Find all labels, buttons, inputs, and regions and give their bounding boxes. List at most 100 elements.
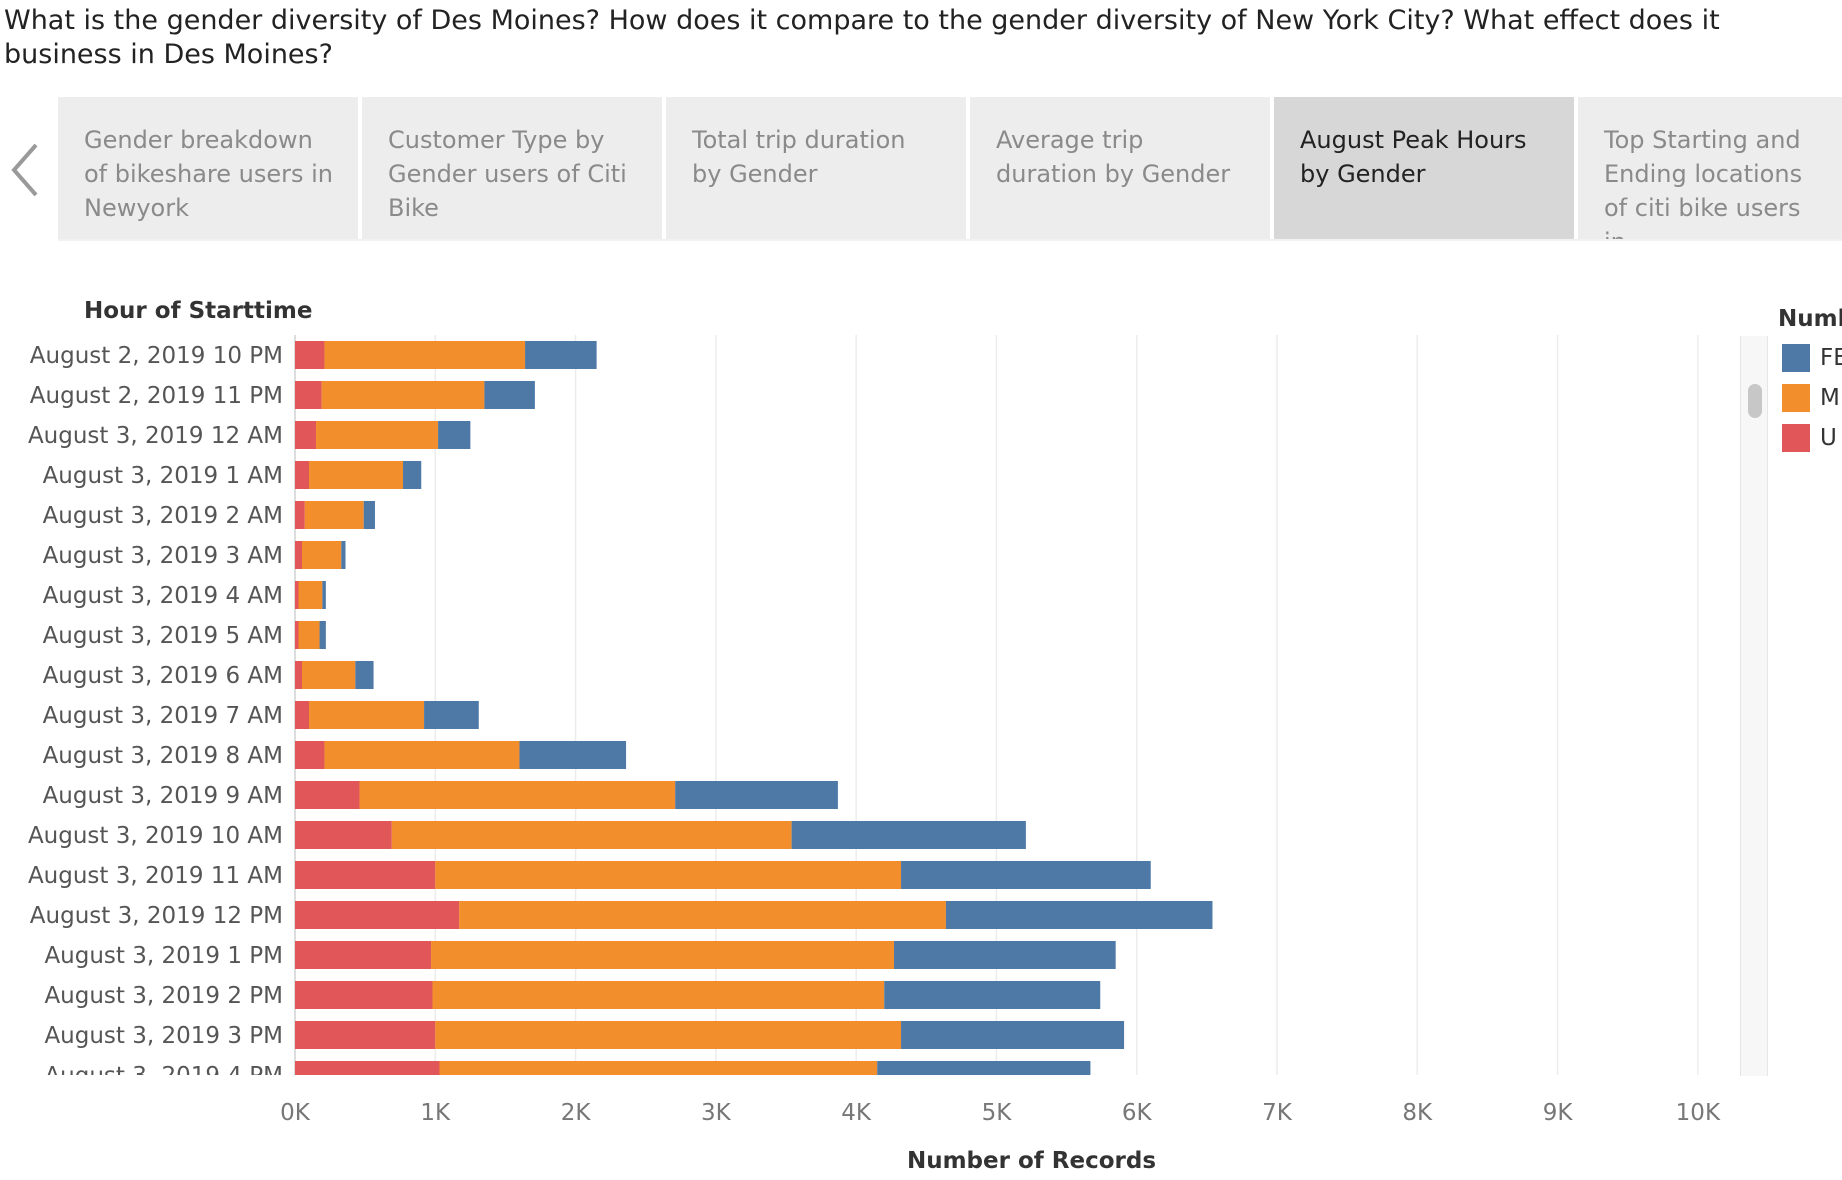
bar-segment-m[interactable]: [391, 821, 792, 849]
x-tick-label: 2K: [561, 1100, 592, 1126]
bar-segment-fe[interactable]: [877, 1061, 1091, 1089]
bar-segment-u[interactable]: [295, 341, 325, 369]
tab-total-trip-duration[interactable]: Total trip duration by Gender: [666, 97, 966, 239]
x-tick-label: 1K: [420, 1100, 451, 1126]
bar-segment-fe[interactable]: [945, 901, 1213, 929]
bar-segment-m[interactable]: [298, 621, 320, 649]
bar-segment-u[interactable]: [295, 461, 310, 489]
bar-segment-fe[interactable]: [319, 621, 326, 649]
bar-segment-u[interactable]: [295, 381, 322, 409]
bar-segment-m[interactable]: [324, 341, 526, 369]
row-label: August 3, 2019 8 AM: [43, 743, 283, 769]
bar-segment-fe[interactable]: [791, 821, 1026, 849]
bar-segment-u[interactable]: [295, 821, 392, 849]
row-label: August 3, 2019 1 AM: [43, 463, 283, 489]
bar-segment-m[interactable]: [321, 381, 485, 409]
x-axis-title: Number of Records: [907, 1148, 1156, 1174]
legend-item-fe[interactable]: FE: [1782, 344, 1842, 372]
x-tick-label: 8K: [1402, 1100, 1433, 1126]
legend-swatch-fe: [1782, 344, 1810, 372]
bar-segment-m[interactable]: [435, 861, 902, 889]
bar-segment-m[interactable]: [316, 421, 439, 449]
x-tick-label: 7K: [1262, 1100, 1293, 1126]
bar-segment-fe[interactable]: [901, 1021, 1125, 1049]
x-tick-label: 4K: [841, 1100, 872, 1126]
row-label: August 3, 2019 11 AM: [28, 863, 283, 889]
legend-scrollbar[interactable]: [1740, 336, 1768, 1076]
legend-label-m: M: [1820, 385, 1840, 411]
row-label: August 3, 2019 6 AM: [43, 663, 283, 689]
peak-hours-bar-chart: 0K 1K 2K 3K 4K 5K 6K 7K 8K 9K 10K Number of Records…: [28, 298, 1721, 1174]
legend-swatch-u: [1782, 424, 1810, 452]
bar-segment-m[interactable]: [359, 781, 676, 809]
bar-segment-u[interactable]: [295, 1061, 440, 1089]
bar-segment-m[interactable]: [431, 941, 895, 969]
bar-segment-m[interactable]: [304, 501, 364, 529]
x-tick-label: 3K: [701, 1100, 732, 1126]
row-label: August 3, 2019 2 AM: [43, 503, 283, 529]
bar-segment-fe[interactable]: [424, 701, 479, 729]
tab-top-locations[interactable]: Top Starting and Ending locations of cit…: [1578, 97, 1842, 239]
tab-customer-type[interactable]: Customer Type by Gender users of Citi Bi…: [362, 97, 662, 239]
bar-segment-m[interactable]: [309, 461, 404, 489]
bar-segment-m[interactable]: [302, 541, 342, 569]
bar-segment-u[interactable]: [295, 741, 325, 769]
bar-segment-m[interactable]: [309, 701, 425, 729]
bar-segment-u[interactable]: [295, 661, 303, 689]
bar-segment-m[interactable]: [302, 661, 356, 689]
bar-segment-fe[interactable]: [403, 461, 422, 489]
legend-label-fe: FE: [1820, 345, 1842, 371]
row-label: August 3, 2019 10 AM: [28, 823, 283, 849]
legend-scrollbar-thumb[interactable]: [1748, 384, 1762, 418]
page-question: What is the gender diversity of Des Moin…: [4, 4, 1834, 72]
bar-segment-fe[interactable]: [341, 541, 346, 569]
bar-segment-u[interactable]: [295, 541, 303, 569]
x-tick-label: 6K: [1122, 1100, 1153, 1126]
row-label: August 3, 2019 2 PM: [44, 983, 283, 1009]
row-label: August 3, 2019 1 PM: [44, 943, 283, 969]
bar-segment-m[interactable]: [432, 981, 885, 1009]
row-label: August 3, 2019 12 AM: [28, 423, 283, 449]
bar-segment-fe[interactable]: [363, 501, 375, 529]
bar-segment-fe[interactable]: [901, 861, 1151, 889]
bar-segment-u[interactable]: [295, 501, 305, 529]
bar-segment-fe[interactable]: [484, 381, 535, 409]
bar-segment-fe[interactable]: [355, 661, 374, 689]
legend-title: Numb: [1778, 306, 1842, 332]
bar-segment-fe[interactable]: [675, 781, 838, 809]
legend-item-m[interactable]: M: [1782, 384, 1842, 412]
bar-segment-m[interactable]: [459, 901, 946, 929]
bar-segment-u[interactable]: [295, 621, 299, 649]
row-label: August 2, 2019 10 PM: [30, 343, 283, 369]
bar-segment-u[interactable]: [295, 861, 436, 889]
row-label: August 3, 2019 9 AM: [43, 783, 283, 809]
bar-segment-u[interactable]: [295, 581, 299, 609]
tab-august-peak-hours[interactable]: August Peak Hours by Gender: [1274, 97, 1574, 239]
bar-segment-m[interactable]: [298, 581, 323, 609]
bar-segment-m[interactable]: [324, 741, 520, 769]
question-line-1: What is the gender diversity of Des Moin…: [4, 5, 1720, 36]
bar-segment-u[interactable]: [295, 701, 310, 729]
bar-segment-m[interactable]: [439, 1061, 878, 1089]
bar-segment-u[interactable]: [295, 981, 433, 1009]
bar-segment-fe[interactable]: [519, 741, 627, 769]
row-label: August 3, 2019 7 AM: [43, 703, 283, 729]
row-label: August 3, 2019 3 AM: [43, 543, 283, 569]
legend-item-u[interactable]: U: [1782, 424, 1842, 452]
row-label: August 3, 2019 3 PM: [44, 1023, 283, 1049]
bar-segment-u[interactable]: [295, 1021, 436, 1049]
bar-segment-u[interactable]: [295, 781, 360, 809]
bar-segment-fe[interactable]: [894, 941, 1116, 969]
bar-segment-fe[interactable]: [322, 581, 326, 609]
bar-segment-u[interactable]: [295, 941, 432, 969]
tab-gender-breakdown[interactable]: Gender breakdown of bikeshare users in N…: [58, 97, 358, 239]
bar-segment-fe[interactable]: [438, 421, 471, 449]
tab-average-trip-duration[interactable]: Average trip duration by Gender: [970, 97, 1270, 239]
bar-segment-fe[interactable]: [525, 341, 597, 369]
bar-segment-fe[interactable]: [884, 981, 1101, 1009]
bar-segment-m[interactable]: [435, 1021, 902, 1049]
legend-swatch-m: [1782, 384, 1810, 412]
previous-tabs-button[interactable]: [4, 135, 44, 205]
bar-segment-u[interactable]: [295, 901, 460, 929]
bar-segment-u[interactable]: [295, 421, 317, 449]
